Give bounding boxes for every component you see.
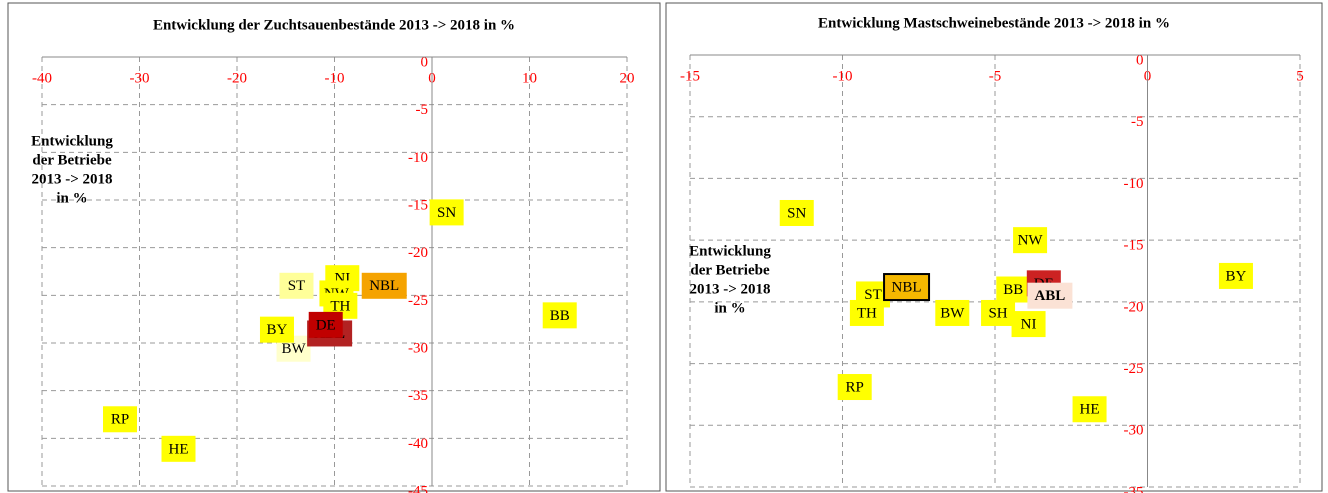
y-tick-label: -25 (1124, 361, 1144, 377)
point-label-box (1072, 396, 1107, 423)
point-label-box (1013, 227, 1048, 254)
point-label-box (361, 272, 407, 299)
point-label: HE (169, 441, 189, 457)
point-label: NW (1018, 233, 1044, 249)
point-label: DE (316, 317, 336, 333)
y-tick-label: -35 (408, 388, 428, 404)
x-tick-label: -5 (989, 68, 1002, 84)
x-tick-label: 10 (522, 70, 537, 86)
y-axis-title: der Betriebe (690, 262, 770, 278)
y-tick-label: -30 (1124, 423, 1144, 439)
y-tick-label: -15 (1124, 238, 1144, 254)
point-label: ST (864, 287, 882, 303)
y-tick-label: -25 (408, 293, 428, 309)
x-tick-label: -20 (227, 70, 247, 86)
point-label: BY (267, 322, 288, 338)
y-axis-title: Entwicklung (689, 243, 771, 259)
point-label-box (103, 406, 137, 433)
y-axis-title: der Betriebe (32, 152, 112, 168)
point-label: SH (988, 305, 1007, 321)
point-label-box (429, 199, 464, 226)
y-tick-label: -40 (408, 436, 428, 452)
point-label-box (161, 435, 196, 462)
x-tick-label: -30 (130, 70, 150, 86)
frame (7, 2, 661, 492)
point-label: BW (281, 341, 306, 357)
point-label-box (308, 311, 343, 338)
point-label-box (279, 272, 314, 299)
y-axis-title: 2013 -> 2018 (689, 281, 770, 297)
point-label: BB (1003, 282, 1023, 298)
point-label: HE (1080, 402, 1100, 418)
point-label-box (883, 273, 931, 302)
frame (665, 2, 1323, 492)
y-axis-title: in % (56, 190, 87, 206)
x-tick-label: -10 (833, 68, 853, 84)
y-tick-label: -5 (1131, 114, 1144, 130)
point-label: SN (437, 205, 456, 221)
point-label-box (849, 299, 884, 326)
point-label-box (259, 316, 294, 343)
y-tick-label: -5 (416, 102, 429, 118)
y-tick-label: -10 (408, 150, 428, 166)
point-label: TH (330, 298, 350, 314)
chart-title: Entwicklung der Zuchtsauenbestände 2013 … (153, 17, 515, 33)
point-label-box (935, 299, 970, 326)
point-label: BB (550, 308, 570, 324)
point-label-box (1218, 262, 1253, 289)
point-label: SN (787, 205, 806, 221)
x-tick-label: 20 (620, 70, 635, 86)
y-axis-title: Entwicklung (31, 133, 113, 149)
y-tick-label: 0 (421, 54, 429, 70)
chart-title: Entwicklung Mastschweinebestände 2013 ->… (818, 15, 1170, 31)
y-tick-label: -20 (408, 245, 428, 261)
point-label-box (981, 299, 1016, 326)
y-tick-label: -20 (1124, 299, 1144, 315)
point-label: NBL (892, 279, 922, 295)
point-label-box (837, 374, 872, 401)
x-tick-label: -15 (680, 68, 700, 84)
y-axis-title: 2013 -> 2018 (31, 171, 112, 187)
point-label: RP (846, 379, 864, 395)
point-label: BW (940, 305, 965, 321)
x-tick-label: -40 (32, 70, 52, 86)
point-label: BY (1226, 268, 1247, 284)
point-label: NI (1021, 317, 1037, 333)
y-tick-label: -10 (1124, 176, 1144, 192)
point-label-box (779, 199, 814, 226)
point-label-box (1011, 311, 1046, 338)
point-label: TH (857, 305, 877, 321)
y-tick-label: -35 (1124, 484, 1144, 493)
y-tick-label: -30 (408, 340, 428, 356)
point-label: RP (111, 412, 129, 428)
point-label-box (542, 302, 577, 329)
y-tick-label: -15 (408, 197, 428, 213)
point-label-box (1027, 282, 1073, 309)
y-tick-label: 0 (1136, 52, 1144, 68)
point-label: NBL (369, 278, 399, 294)
y-axis-title: in % (714, 300, 745, 316)
point-label-box (996, 276, 1031, 303)
point-label: ABL (1034, 288, 1065, 304)
x-tick-label: -10 (325, 70, 345, 86)
y-tick-label: -45 (408, 483, 428, 493)
x-tick-label: 5 (1296, 68, 1304, 84)
point-label: ST (288, 278, 306, 294)
